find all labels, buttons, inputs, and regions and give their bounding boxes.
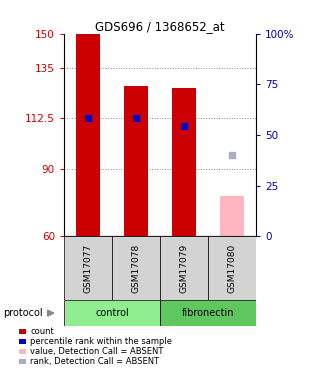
Title: GDS696 / 1368652_at: GDS696 / 1368652_at [95, 20, 225, 33]
Bar [172, 88, 196, 236]
Text: protocol: protocol [3, 308, 43, 318]
Text: GSM17078: GSM17078 [132, 243, 140, 293]
Text: GSM17079: GSM17079 [180, 243, 188, 293]
Text: count: count [30, 327, 54, 336]
Text: percentile rank within the sample: percentile rank within the sample [30, 337, 172, 346]
Bar [208, 236, 256, 300]
Text: GSM17077: GSM17077 [84, 243, 92, 293]
Bar [220, 196, 244, 236]
Text: value, Detection Call = ABSENT: value, Detection Call = ABSENT [30, 347, 164, 356]
Bar [160, 300, 256, 326]
Point [85, 115, 91, 121]
Bar [112, 236, 160, 300]
Bar [64, 236, 112, 300]
Text: fibronectin: fibronectin [182, 308, 234, 318]
Point [181, 123, 187, 129]
Bar [76, 34, 100, 236]
Bar [160, 236, 208, 300]
Bar [64, 300, 160, 326]
Bar [124, 86, 148, 236]
Point [133, 115, 139, 121]
Point [229, 152, 235, 158]
Text: GSM17080: GSM17080 [228, 243, 236, 293]
Text: rank, Detection Call = ABSENT: rank, Detection Call = ABSENT [30, 357, 159, 366]
Text: control: control [95, 308, 129, 318]
